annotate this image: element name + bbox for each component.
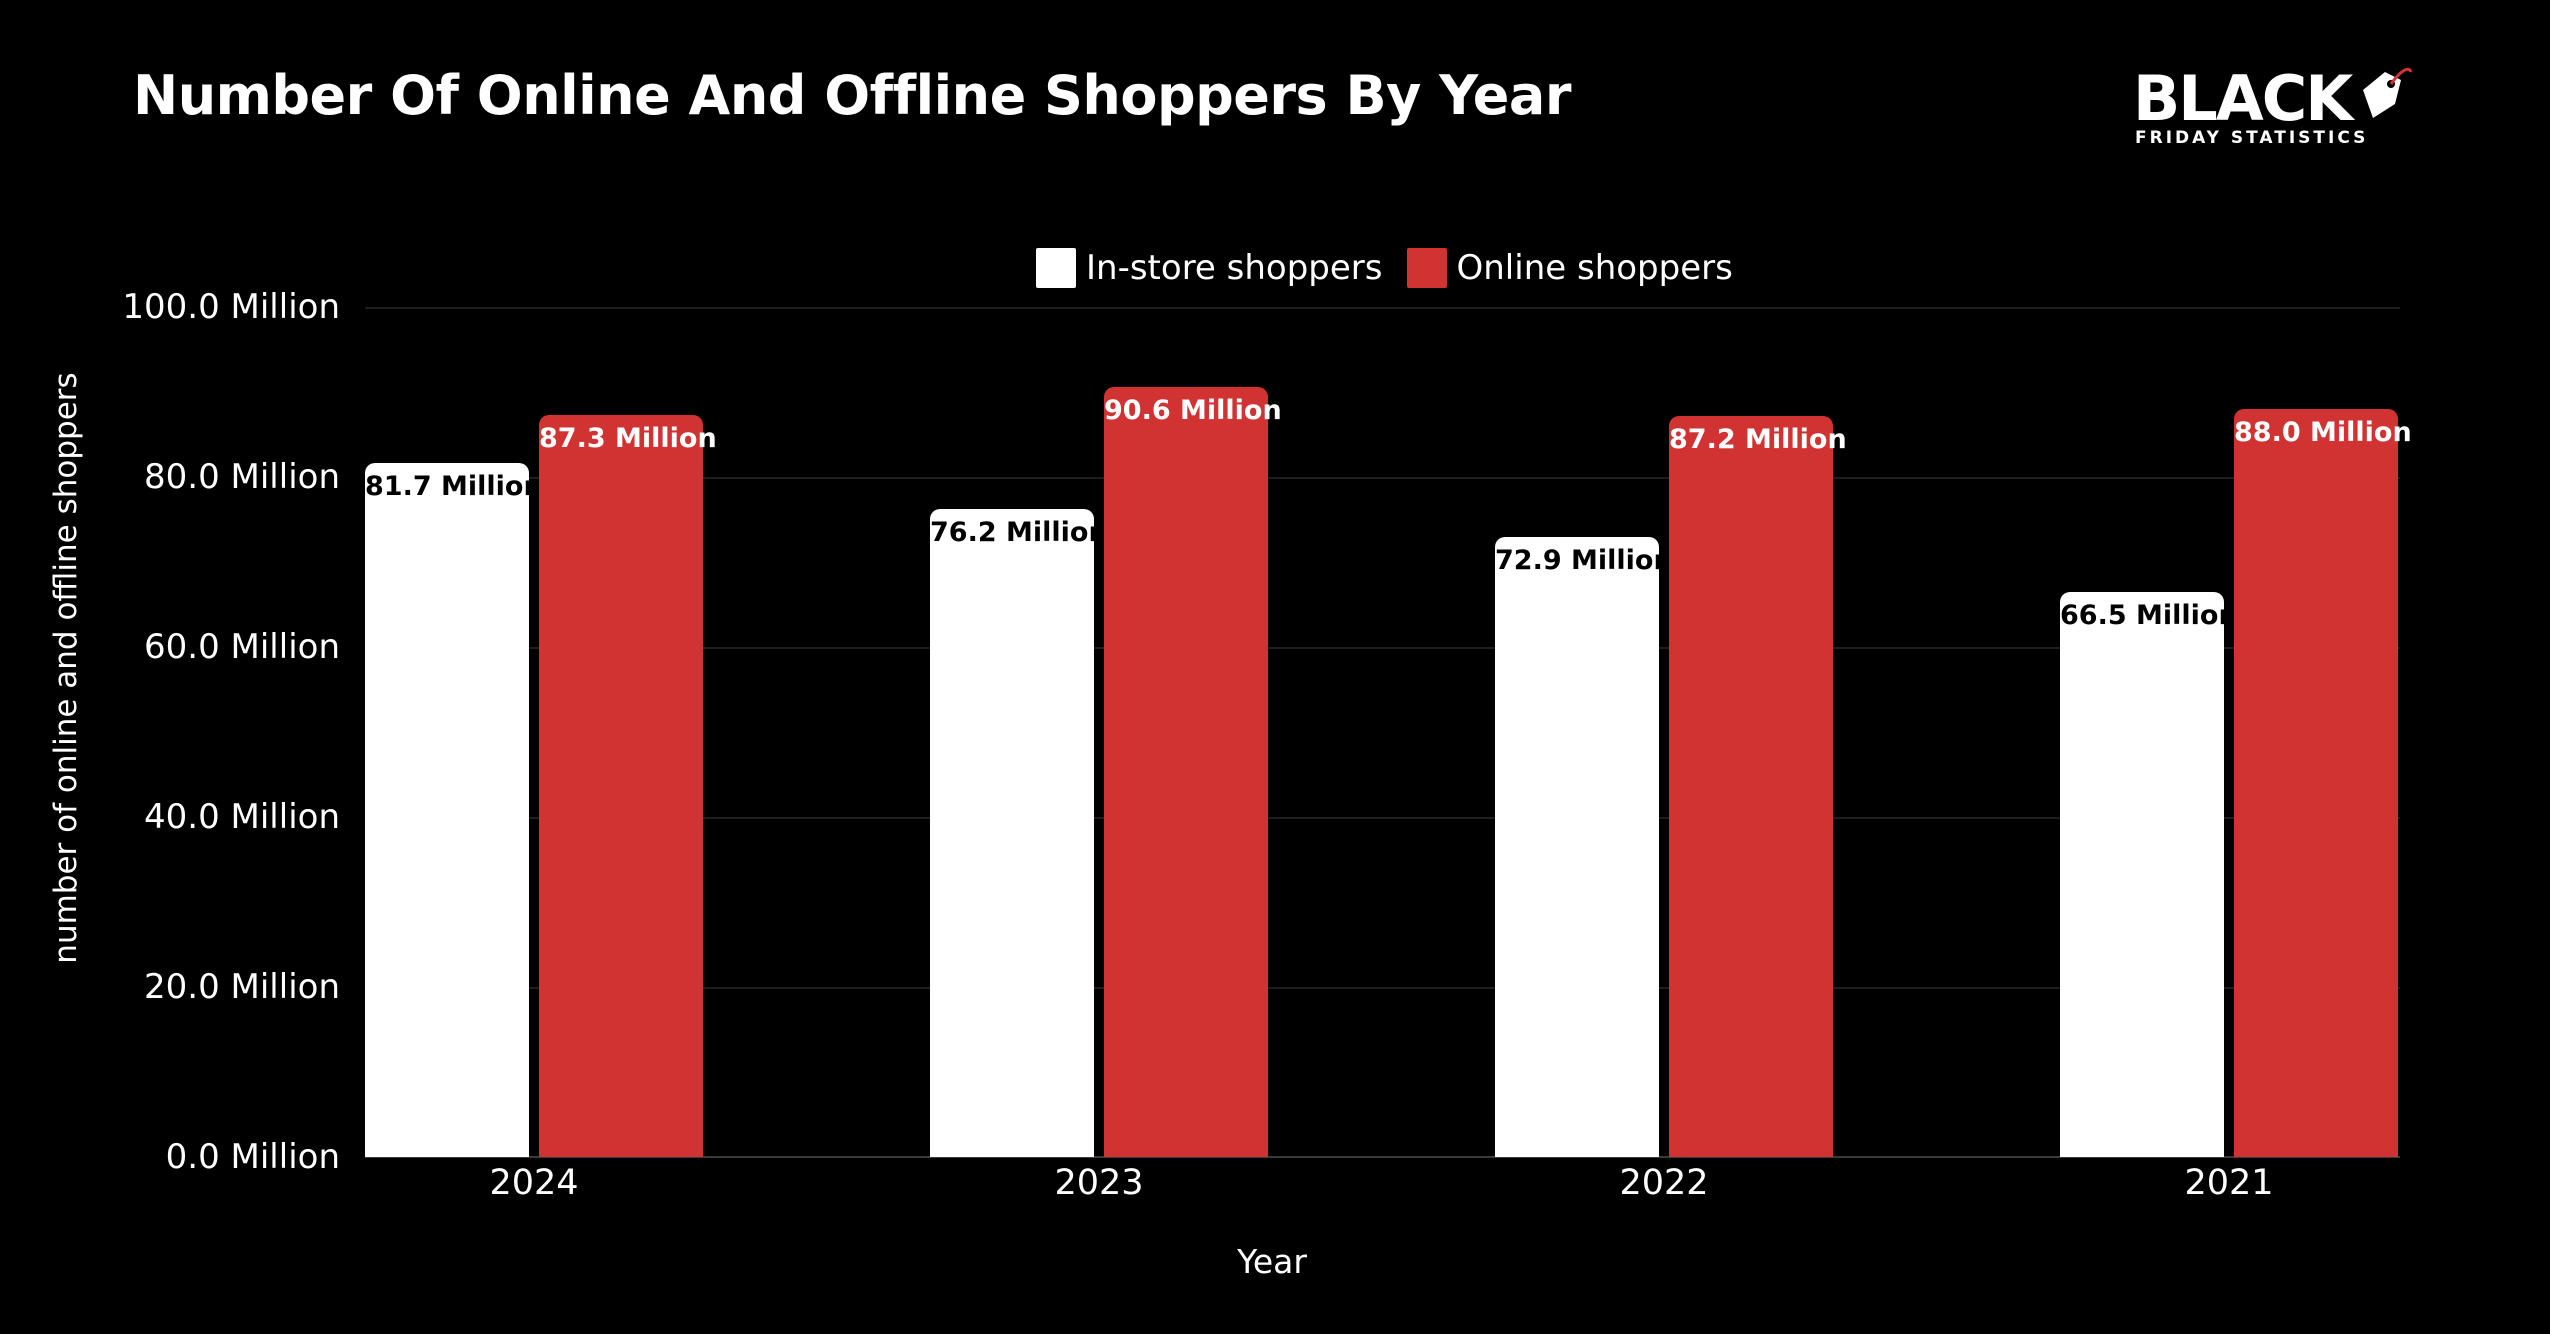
gridline <box>365 477 2400 479</box>
chart-legend: In-store shoppers Online shoppers <box>1036 248 1757 288</box>
legend-label: In-store shoppers <box>1086 248 1383 288</box>
x-axis-label: Year <box>1237 1242 1307 1281</box>
chart-title: Number Of Online And Offline Shoppers By… <box>133 64 1571 127</box>
x-tick-2021: 2021 <box>2184 1163 2274 1203</box>
legend-item-online: Online shoppers <box>1406 248 1733 288</box>
bar-value-label: 76.2 Million <box>930 517 1108 548</box>
gridline <box>365 817 2400 819</box>
bar-value-label: 87.3 Million <box>539 423 717 454</box>
bar-value-label: 66.5 Million <box>2060 600 2238 631</box>
x-axis-line <box>365 1156 2400 1158</box>
x-tick-2022: 2022 <box>1619 1163 1709 1203</box>
bar-instore-2021: 66.5 Million <box>2060 592 2238 1157</box>
x-tick-2024: 2024 <box>489 1163 579 1203</box>
brand-logo: BLACK FRIDAY STATISTICS <box>2133 58 2413 148</box>
bar-value-label: 81.7 Million <box>365 471 543 502</box>
logo-wordmark: BLACK <box>2133 62 2353 135</box>
logo-subtitle: FRIDAY STATISTICS <box>2135 128 2369 148</box>
bar-instore-2023: 76.2 Million <box>930 509 1108 1157</box>
y-tick: 80.0 Million <box>144 457 340 497</box>
bar-instore-2022: 72.9 Million <box>1495 537 1673 1157</box>
y-tick: 40.0 Million <box>144 797 340 837</box>
y-tick: 100.0 Million <box>122 287 340 327</box>
legend-label: Online shoppers <box>1456 248 1733 288</box>
bar-value-label: 90.6 Million <box>1104 395 1282 426</box>
bar-online-2021: 88.0 Million <box>2234 409 2412 1157</box>
bar-instore-2024: 81.7 Million <box>365 463 543 1157</box>
y-tick: 0.0 Million <box>165 1137 340 1177</box>
legend-swatch-instore <box>1036 248 1076 288</box>
price-tag-icon <box>2363 67 2413 118</box>
bar-online-2022: 87.2 Million <box>1669 416 1847 1157</box>
gridline <box>365 987 2400 989</box>
bar-value-label: 88.0 Million <box>2234 417 2412 448</box>
y-tick: 60.0 Million <box>144 627 340 667</box>
gridline <box>365 307 2400 309</box>
y-axis-label: number of online and offline shoppers <box>48 372 84 964</box>
bar-value-label: 87.2 Million <box>1669 424 1847 455</box>
x-tick-2023: 2023 <box>1054 1163 1144 1203</box>
legend-item-instore: In-store shoppers <box>1036 248 1383 288</box>
bar-online-2024: 87.3 Million <box>539 415 717 1157</box>
y-tick: 20.0 Million <box>144 967 340 1007</box>
bar-value-label: 72.9 Million <box>1495 545 1673 576</box>
gridline <box>365 647 2400 649</box>
legend-swatch-online <box>1406 248 1447 288</box>
plot-area: 81.7 Million 87.3 Million 76.2 Million 9… <box>365 307 2412 1158</box>
bar-online-2023: 90.6 Million <box>1104 387 1282 1157</box>
